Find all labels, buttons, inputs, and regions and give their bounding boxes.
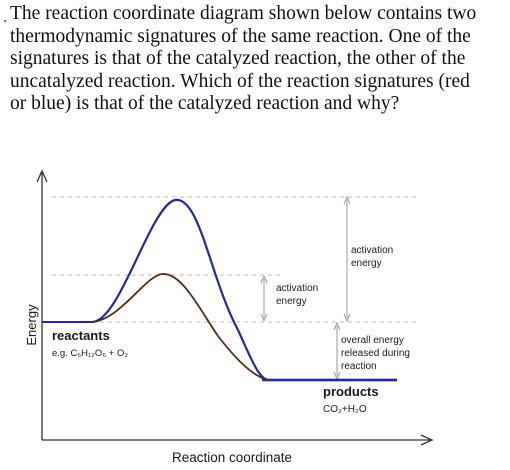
large-activation-arrowhead-up [343,195,351,205]
reaction-coordinate-diagram: Energy Reaction coordinate reactants e.g… [24,169,434,465]
leading-mark: . [3,6,8,26]
question-line-1: The reaction coordinate diagram shown be… [10,3,477,24]
question-line-5: or blue) is that of the catalyzed reacti… [10,93,400,114]
large-activation-label-line1: activation [351,245,393,256]
small-activation-arrowhead-down [260,313,268,323]
question-line-2: thermodynamic signatures of the same rea… [10,25,471,47]
y-axis-label: Energy [24,304,39,346]
small-activation-arrowhead-up [260,274,268,284]
y-axis-arrowhead [36,169,48,183]
products-label: products [323,384,379,399]
blue-reaction-curve [91,198,397,382]
overall-energy-label-line3: reaction [341,361,377,372]
question-line-3: signatures is that of the catalyzed reac… [10,48,466,69]
products-formula: CO₂+H₂O [323,404,367,415]
large-activation-arrowhead-down [343,313,351,323]
question-line-4: uncatalyzed reaction. Which of the react… [10,70,470,92]
overall-energy-label-line2: released during [341,348,410,359]
reactants-label: reactants [52,328,110,343]
red-reaction-curve [91,273,269,381]
overall-energy-arrowhead-up [333,321,341,331]
x-axis-arrowhead [420,434,434,446]
small-activation-label-line2: energy [276,296,307,307]
small-activation-label-line1: activation [276,283,318,294]
x-axis-label: Reaction coordinate [172,450,292,465]
question-text: The reaction coordinate diagram shown be… [10,3,506,116]
overall-energy-label-line1: overall energy [341,335,404,346]
reactants-formula: e.g. C₆H₁₂O₆ + O₂ [52,348,128,359]
large-activation-label-line2: energy [351,258,382,269]
